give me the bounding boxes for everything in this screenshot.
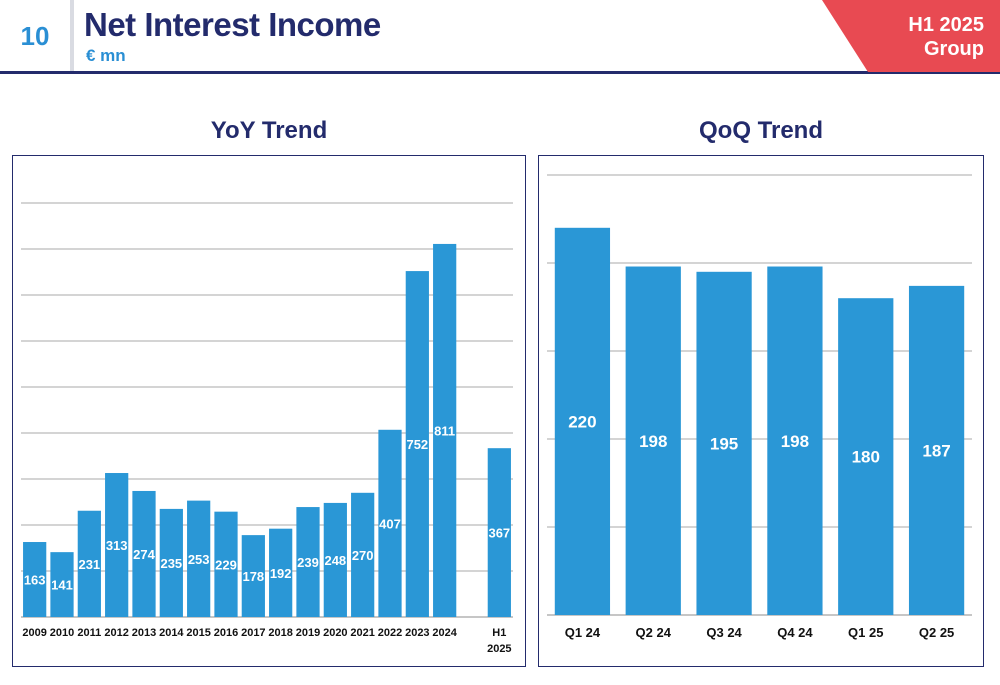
- yoy-data-label: 229: [215, 557, 237, 572]
- qoq-chart-title: QoQ Trend: [698, 117, 823, 144]
- yoy-data-label: 239: [297, 555, 319, 570]
- yoy-tick-label: 2009: [22, 627, 46, 639]
- yoy-bar: [159, 508, 183, 617]
- qoq-bar: [696, 271, 752, 615]
- yoy-bar: [269, 528, 293, 617]
- yoy-data-label: 274: [133, 547, 155, 562]
- yoy-tick-label: 2022: [378, 627, 402, 639]
- yoy-bar: [433, 243, 457, 617]
- yoy-bar: [296, 507, 320, 617]
- yoy-tick-label: 2019: [296, 627, 320, 639]
- yoy-bar: [487, 448, 511, 617]
- yoy-bar: [323, 502, 347, 617]
- yoy-tick-label: H1: [492, 627, 506, 639]
- yoy-data-label: 163: [24, 573, 46, 588]
- qoq-bar: [625, 266, 681, 615]
- yoy-chart: 163 2009 141 2010 231 2011 313 2012 274 2013 235 20…: [21, 202, 513, 655]
- yoy-bar: [105, 473, 129, 617]
- yoy-data-label: 811: [434, 423, 455, 438]
- qoq-data-label: 198: [639, 432, 667, 451]
- period-tag-period: H1 2025: [908, 14, 984, 36]
- yoy-data-label: 235: [160, 556, 182, 571]
- yoy-bar: [378, 429, 402, 617]
- yoy-bar: [241, 535, 265, 617]
- qoq-bar: [908, 285, 965, 615]
- yoy-tick-label: 2010: [50, 627, 74, 639]
- page-subtitle: € mn: [86, 46, 126, 65]
- yoy-tick-label: 2014: [159, 627, 184, 639]
- yoy-tick-label: 2020: [323, 627, 347, 639]
- page-title: Net Interest Income: [84, 6, 381, 43]
- yoy-data-label: 367: [488, 526, 510, 541]
- yoy-data-label: 407: [379, 516, 401, 531]
- yoy-tick-label: 2017: [241, 627, 265, 639]
- yoy-tick-label: 2012: [104, 627, 128, 639]
- yoy-tick-label: 2015: [186, 627, 210, 639]
- yoy-data-label: 313: [106, 538, 128, 553]
- qoq-tick-label: Q2 25: [919, 625, 954, 640]
- qoq-tick-label: Q2 24: [636, 625, 672, 640]
- yoy-tick-label: 2013: [132, 627, 156, 639]
- yoy-bar: [132, 490, 156, 617]
- yoy-bar: [187, 500, 211, 617]
- qoq-tick-label: Q1 24: [565, 625, 601, 640]
- yoy-data-label: 192: [270, 566, 292, 581]
- period-tag-scope: Group: [924, 38, 984, 60]
- yoy-chart-title: YoY Trend: [210, 117, 328, 144]
- qoq-data-label: 195: [710, 434, 738, 453]
- qoq-data-label: 180: [852, 448, 880, 467]
- yoy-tick-label: 2018: [268, 627, 292, 639]
- yoy-bar: [351, 492, 375, 617]
- header-rule: [0, 71, 1000, 74]
- yoy-tick-label: 2024: [432, 627, 457, 639]
- yoy-bar: [50, 552, 74, 617]
- yoy-tick-label: 2011: [77, 627, 101, 639]
- yoy-tick-label: 2021: [350, 627, 374, 639]
- yoy-data-label: 248: [324, 553, 346, 568]
- yoy-data-label: 253: [188, 552, 210, 567]
- page-number: 10: [20, 20, 50, 51]
- qoq-tick-label: Q1 25: [848, 625, 883, 640]
- qoq-tick-label: Q4 24: [777, 625, 813, 640]
- yoy-chart-panel: 163 2009 141 2010 231 2011 313 2012 274 2013 235 20…: [12, 155, 526, 667]
- qoq-bar: [554, 227, 611, 616]
- yoy-data-label: 141: [51, 578, 73, 593]
- qoq-data-label: 220: [568, 412, 596, 431]
- qoq-data-label: 187: [922, 441, 950, 460]
- qoq-chart: 220 Q1 24 198 Q2 24 195 Q3 24 198 Q4 24 180 Q1 25…: [547, 174, 972, 640]
- period-tag: H1 2025 Group: [822, 0, 1000, 72]
- yoy-bar: [405, 271, 429, 617]
- yoy-bar: [23, 542, 47, 617]
- yoy-tick-label: 2023: [405, 627, 429, 639]
- qoq-data-label: 198: [781, 432, 809, 451]
- yoy-data-label: 231: [78, 557, 100, 572]
- yoy-data-label: 178: [242, 569, 264, 584]
- qoq-bar: [838, 298, 894, 615]
- yoy-data-label: 752: [406, 437, 428, 452]
- yoy-tick-label: 2016: [214, 627, 238, 639]
- page-number-divider: [70, 0, 74, 72]
- qoq-chart-panel: 220 Q1 24 198 Q2 24 195 Q3 24 198 Q4 24 180 Q1 25…: [538, 155, 984, 667]
- qoq-tick-label: Q3 24: [706, 625, 742, 640]
- yoy-bar: [214, 511, 238, 617]
- yoy-data-label: 270: [352, 548, 374, 563]
- qoq-bar: [767, 266, 823, 615]
- yoy-bar: [77, 510, 101, 617]
- yoy-tick-label: 2025: [487, 643, 511, 655]
